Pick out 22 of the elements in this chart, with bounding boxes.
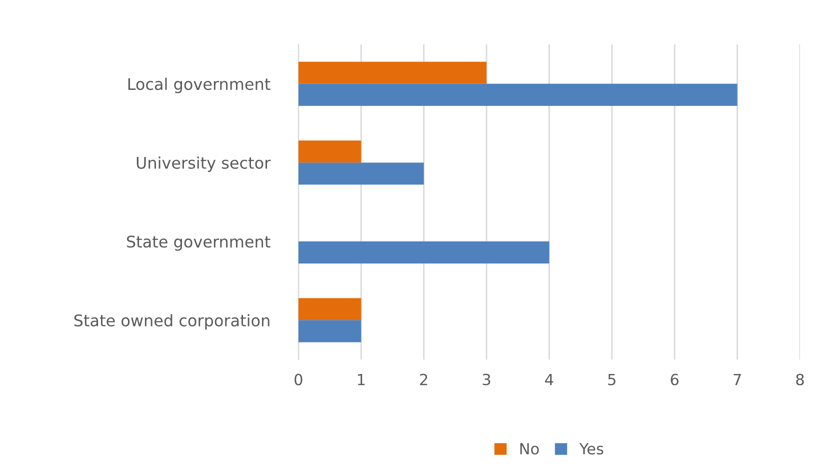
- legend-label: No: [520, 443, 539, 455]
- x-tick-label: 0: [294, 374, 302, 386]
- x-tick-label: 3: [482, 374, 490, 386]
- x-tick-label: 7: [734, 374, 741, 386]
- y-tick-label: University sector: [136, 156, 271, 172]
- y-tick-label: State owned corporation: [74, 314, 270, 330]
- x-tick-label: 1: [358, 374, 365, 386]
- y-tick-label: Local government: [128, 78, 270, 94]
- bar: [298, 62, 487, 84]
- x-tick-label: 2: [420, 374, 428, 386]
- bar: [298, 241, 550, 264]
- bar: [298, 320, 362, 342]
- x-tick-label: 8: [796, 374, 804, 386]
- x-tick-label: 4: [545, 374, 554, 386]
- legend-label: Yes: [579, 443, 604, 455]
- x-tick-label: 5: [608, 374, 616, 386]
- bar: [298, 84, 738, 106]
- x-tick-label: 6: [670, 374, 678, 386]
- bar: [298, 162, 424, 185]
- y-tick-label: State government: [126, 236, 270, 251]
- bar: [298, 140, 362, 163]
- bar: [298, 298, 362, 320]
